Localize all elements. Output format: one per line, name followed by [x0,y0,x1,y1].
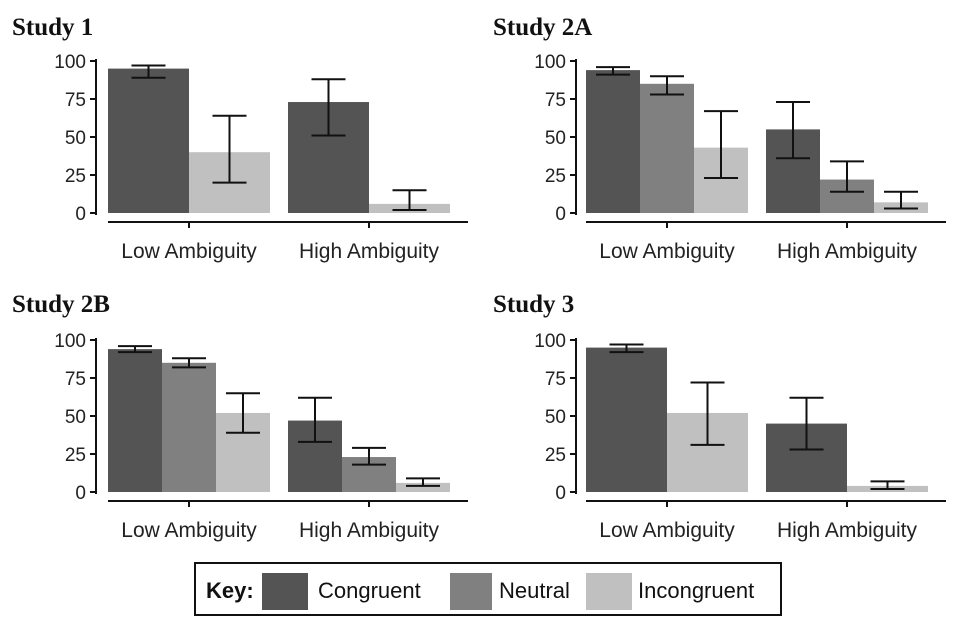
y-tick-label: 100 [54,331,86,352]
x-tick-label: Low Ambiguity [599,519,735,542]
y-tick-label: 75 [65,369,86,390]
y-tick-label: 100 [54,52,86,73]
bar-neutral-low-ambiguity [640,83,694,213]
y-tick-label: 0 [555,204,566,225]
panel-title: Study 2B [12,291,110,318]
bar-neutral-low-ambiguity [162,362,216,492]
y-tick-label: 50 [545,407,566,428]
x-tick-label: High Ambiguity [299,240,440,263]
chart-panel-study-2b: Study 2B 0 25 50 75 100 Low Ambiguity High Ambi… [12,291,468,542]
chart-panel-study-1: Study 1 0 25 50 75 100 Low Ambiguity High Ambig… [12,14,468,263]
legend-label-congruent: Congruent [318,578,421,603]
bar-congruent-low-ambiguity [586,70,640,214]
legend-swatch-incongruent [586,573,632,610]
legend-swatch-neutral [450,573,492,610]
y-tick-label: 25 [65,445,86,466]
y-tick-label: 50 [545,128,566,149]
legend-label-incongruent: Incongruent [638,578,754,603]
bar-congruent-low-ambiguity [108,68,189,213]
chart-panel-study-2a: Study 2A 0 25 50 75 100 Low Ambiguity High Ambi… [493,14,946,263]
y-tick-label: 75 [545,369,566,390]
x-tick-label: Low Ambiguity [121,519,257,542]
y-tick-label: 50 [65,407,86,428]
y-tick-label: 75 [545,90,566,111]
x-tick-label: High Ambiguity [777,240,918,263]
y-tick-label: 25 [545,445,566,466]
y-tick-label: 25 [65,166,86,187]
legend-swatch-congruent [262,573,308,610]
bar-incongruent-high-ambiguity [396,482,450,492]
y-tick-label: 0 [555,483,566,504]
legend: Key: Congruent Neutral Incongruent [194,562,782,616]
panel-title: Study 3 [493,291,574,318]
bar-congruent-low-ambiguity [108,349,162,492]
y-tick-label: 100 [534,331,566,352]
chart-panels: Study 1 0 25 50 75 100 Low Ambiguity High Ambig… [12,14,946,542]
y-tick-label: 75 [65,90,86,111]
x-tick-label: Low Ambiguity [121,240,257,263]
panel-title: Study 2A [493,14,592,41]
chart-panel-study-3: Study 3 0 25 50 75 100 Low Ambiguity High Ambig… [493,291,946,542]
y-tick-label: 0 [75,204,86,225]
x-tick-label: High Ambiguity [299,519,440,542]
y-tick-label: 25 [545,166,566,187]
legend-label-neutral: Neutral [499,578,570,603]
legend-title: Key: [206,578,254,603]
y-tick-label: 100 [534,52,566,73]
x-tick-label: Low Ambiguity [599,240,735,263]
y-tick-label: 50 [65,128,86,149]
y-tick-label: 0 [75,483,86,504]
x-tick-label: High Ambiguity [777,519,918,542]
panel-title: Study 1 [12,14,93,41]
bar-congruent-low-ambiguity [586,347,667,492]
